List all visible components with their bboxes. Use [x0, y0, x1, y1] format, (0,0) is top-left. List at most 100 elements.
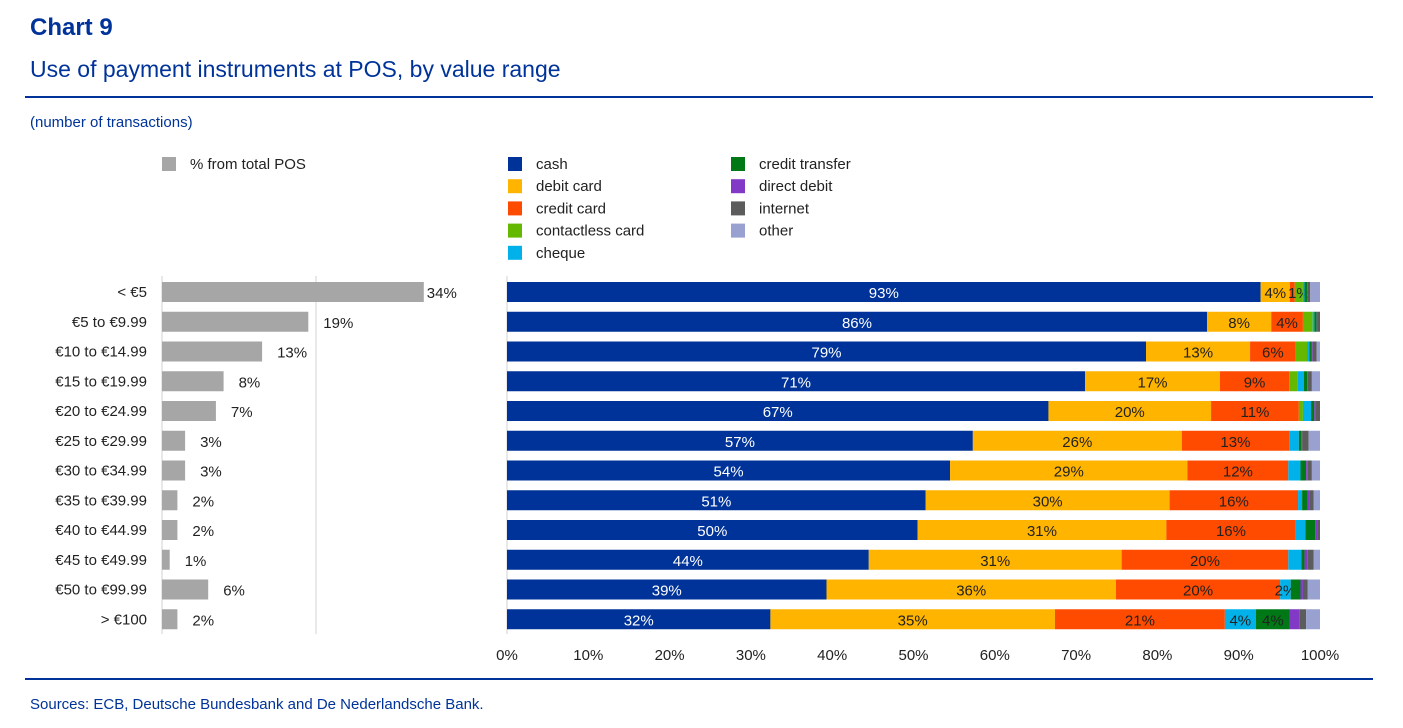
category-label: €10 to €14.99	[55, 344, 147, 361]
total-pos-bar	[162, 609, 178, 630]
segment-data-label: 54%	[714, 464, 744, 481]
segment-data-label: 71%	[781, 374, 811, 391]
segment-internet	[1307, 460, 1312, 481]
segment-other	[1307, 579, 1320, 600]
segment-data-label: 35%	[898, 612, 928, 629]
segment-credit-card	[1211, 401, 1299, 421]
segment-direct-debit	[1306, 490, 1310, 511]
total-pos-data-label: 2%	[192, 523, 214, 540]
segment-credit-transfer	[1304, 282, 1307, 302]
segment-data-label: 31%	[1027, 523, 1057, 540]
segment-data-label: 30%	[1033, 493, 1063, 510]
legend-label-cash: cash	[536, 156, 568, 173]
segment-contactless-card	[1295, 341, 1307, 362]
segment-cash	[507, 282, 1261, 302]
segment-internet	[1317, 520, 1320, 540]
total-pos-bar	[162, 579, 209, 600]
category-label: €25 to €29.99	[55, 433, 147, 450]
chart-number: Chart 9	[30, 14, 113, 41]
x-tick-label: 40%	[817, 647, 847, 664]
category-label: €15 to €19.99	[55, 373, 147, 390]
total-pos-data-label: 13%	[277, 345, 307, 362]
segment-other	[1308, 430, 1320, 451]
segment-cheque	[1302, 282, 1305, 302]
total-pos-bar	[162, 282, 424, 302]
segment-other	[1313, 549, 1320, 570]
segment-debit-card	[770, 609, 1055, 630]
segment-data-label: 20%	[1115, 404, 1145, 421]
segment-cash	[507, 311, 1207, 332]
legend-label-total-pos: % from total POS	[190, 156, 306, 173]
legend-label-contactless-card: contactless card	[536, 223, 644, 240]
segment-data-label: 11%	[1240, 404, 1269, 421]
total-pos-data-label: 19%	[323, 315, 353, 332]
segment-direct-debit	[1304, 549, 1308, 570]
segment-data-label: 57%	[725, 434, 755, 451]
segment-credit-transfer	[1314, 311, 1317, 332]
segment-data-label: 4%	[1276, 315, 1298, 332]
segment-data-label: 8%	[1228, 315, 1250, 332]
segment-debit-card	[1206, 311, 1272, 332]
category-label: €35 to €39.99	[55, 492, 147, 509]
segment-credit-transfer	[1255, 609, 1290, 630]
unit-note: (number of transactions)	[30, 114, 193, 131]
legend-swatch-contactless-card	[508, 223, 522, 238]
segment-internet	[1309, 490, 1314, 511]
segment-data-label: 6%	[1262, 345, 1284, 362]
segment-contactless-card	[1289, 371, 1298, 392]
segment-credit-transfer	[1302, 490, 1307, 511]
segment-credit-card	[1115, 579, 1281, 600]
category-label: < €5	[117, 284, 147, 301]
total-pos-data-label: 34%	[427, 285, 457, 302]
x-tick-label: 30%	[736, 647, 766, 664]
segment-direct-debit	[1301, 430, 1303, 451]
segment-other	[1311, 371, 1320, 392]
segment-credit-transfer	[1301, 549, 1305, 570]
segment-cash	[507, 520, 918, 540]
segment-internet	[1315, 401, 1320, 421]
segment-data-label: 4%	[1264, 285, 1286, 302]
segment-data-label: 51%	[701, 493, 731, 510]
segment-cheque	[1306, 341, 1310, 362]
segment-internet	[1307, 282, 1311, 302]
segment-data-label: 12%	[1223, 464, 1253, 481]
legend-swatch-other	[731, 223, 745, 238]
legend-swatch-internet	[731, 201, 745, 216]
segment-data-label: 86%	[842, 315, 872, 332]
segment-cheque	[1298, 490, 1303, 511]
segment-credit-card	[1187, 460, 1289, 481]
total-pos-data-label: 3%	[200, 464, 222, 481]
legend-label-credit-card: credit card	[536, 200, 606, 217]
legend-label-cheque: cheque	[536, 245, 585, 262]
segment-debit-card	[1048, 401, 1212, 421]
segment-credit-card	[1169, 490, 1299, 511]
legend-swatch-direct-debit	[731, 179, 745, 194]
segment-contactless-card	[1294, 282, 1303, 302]
instruments-chart: 93% 4% 1%86% 8% 4%79% 13% 6%71% 17% 9%67% 20% 11%5…	[496, 276, 1339, 664]
segment-cheque	[1289, 430, 1299, 451]
segment-internet	[1312, 341, 1317, 362]
segment-other	[1310, 282, 1320, 302]
segment-data-label: 20%	[1183, 583, 1213, 600]
segment-direct-debit	[1306, 371, 1308, 392]
legend-label-direct-debit: direct debit	[759, 178, 833, 195]
segment-debit-card	[972, 430, 1182, 451]
segment-contactless-card	[1302, 311, 1313, 332]
segment-cheque	[1224, 609, 1256, 630]
legend-label-credit-transfer: credit transfer	[759, 156, 851, 173]
x-tick-label: 80%	[1142, 647, 1172, 664]
segment-debit-card	[925, 490, 1170, 511]
legend-swatch-credit-card	[508, 201, 522, 216]
total-pos-data-label: 1%	[185, 553, 207, 570]
segment-debit-card	[950, 460, 1188, 481]
segment-data-label: 21%	[1125, 612, 1155, 629]
segment-cheque	[1312, 311, 1315, 332]
x-tick-label: 0%	[496, 647, 518, 664]
segment-contactless-card	[1298, 401, 1303, 421]
segment-credit-card	[1250, 341, 1296, 362]
segment-data-label: 32%	[624, 612, 654, 629]
total-pos-bar	[162, 371, 224, 392]
total-pos-bar	[162, 490, 178, 511]
segment-credit-card	[1054, 609, 1225, 630]
